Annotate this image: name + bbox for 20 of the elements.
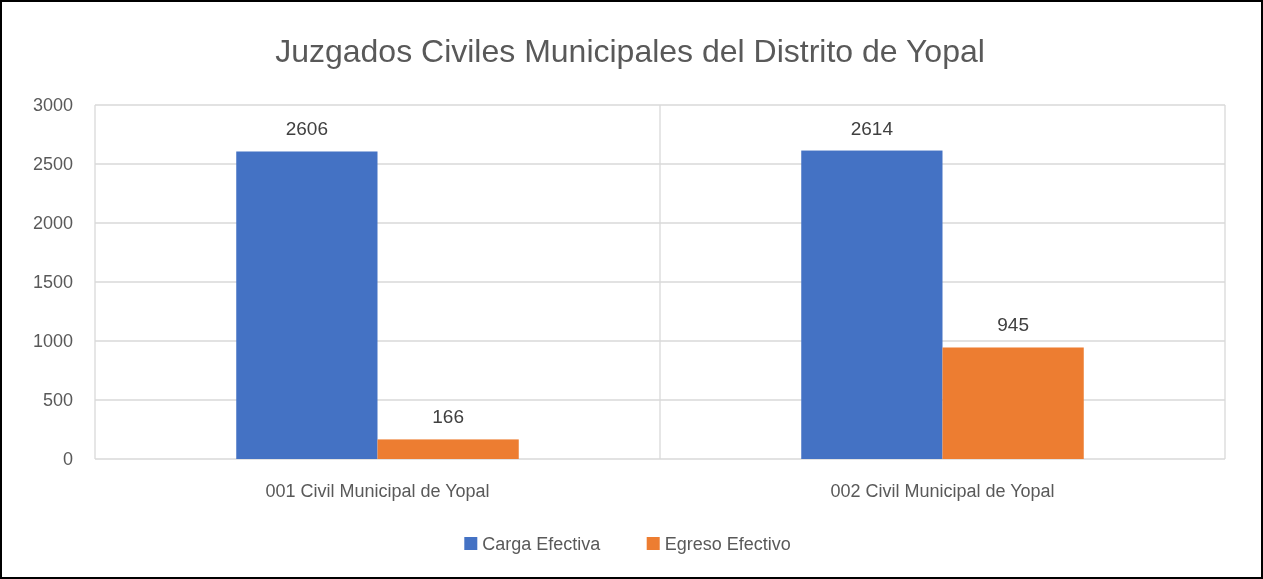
data-label: 945 <box>997 314 1029 336</box>
chart-title: Juzgados Civiles Municipales del Distrito de Yopal <box>275 33 985 69</box>
data-label: 2606 <box>285 118 329 140</box>
y-tick-label: 500 <box>42 390 73 411</box>
bar <box>236 151 378 459</box>
y-tick-label: 3000 <box>32 95 73 116</box>
bar <box>942 347 1084 459</box>
data-label: 2614 <box>850 117 894 139</box>
legend-label: Egreso Efectivo <box>664 534 791 554</box>
bar <box>377 439 519 459</box>
data-label: 166 <box>432 406 464 428</box>
bar <box>801 150 943 459</box>
x-tick-label: 002 Civil Municipal de Yopal <box>830 481 1055 501</box>
x-tick-label: 001 Civil Municipal de Yopal <box>265 481 490 501</box>
y-tick-label: 1500 <box>32 272 73 293</box>
legend-label: Carga Efectiva <box>482 534 602 554</box>
y-tick-label: 1000 <box>32 331 73 352</box>
y-tick-label: 0 <box>62 449 73 470</box>
y-tick-label: 2000 <box>32 213 73 234</box>
y-tick-label: 2500 <box>32 154 73 175</box>
